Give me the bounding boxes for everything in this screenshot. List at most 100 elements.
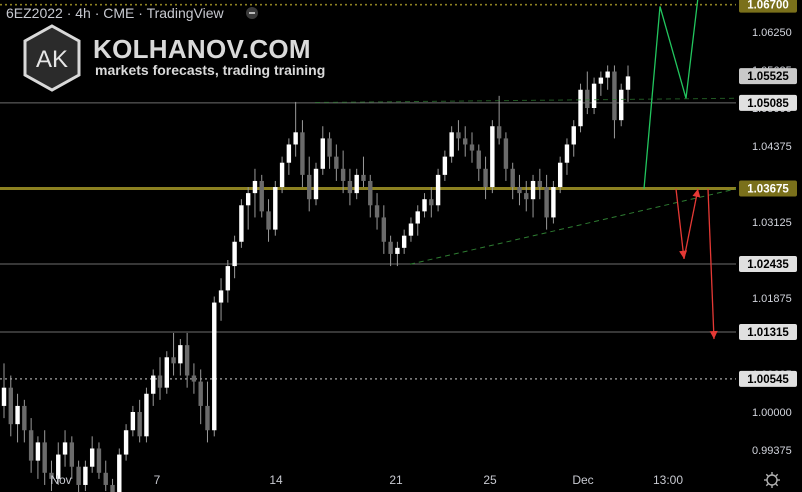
candle-body [347,180,353,194]
candle-body [442,156,448,175]
candle-body [205,405,210,431]
candle-body [449,132,454,157]
price-badge [739,68,797,85]
candle-body [429,199,434,206]
candle-body [578,89,583,127]
candle-body [388,241,393,254]
candle-body [456,132,461,139]
candle-body [117,454,122,492]
price-badge [739,94,797,111]
candle-body [8,387,13,425]
candle-body [49,472,54,479]
y-tick-label: 1.00000 [752,407,792,419]
candle-body [83,466,88,485]
candle-body [151,375,156,394]
candle-body [103,472,108,485]
candle-body [137,412,142,437]
candle-body [62,442,68,455]
candle-body [490,126,495,188]
candle-body [517,187,522,194]
x-axis: Nov 7 14 21 25 Dec 13:00 [50,473,683,487]
candle-body [286,144,292,163]
candle-body [164,357,169,388]
brand-tagline: markets forecasts, trading training [95,62,326,78]
x-tick-label: Dec [572,473,593,487]
candle-body [232,241,237,267]
y-tick-label: 1.06250 [752,27,792,39]
x-tick-label: Nov [50,473,71,487]
bearish-forecast-arrow-2 [683,188,699,259]
y-axis: 1.081251.075001.068751.062501.056251.050… [739,0,797,457]
price-badge [739,180,797,197]
candle-body [218,290,224,303]
candle-body [89,448,95,467]
x-tick-label: 14 [269,473,283,487]
x-tick-label: 21 [389,473,403,487]
candle-body [544,187,549,218]
candle-body [225,266,231,291]
candle-body [334,156,339,169]
candle-body [171,357,176,364]
candle-body [293,132,298,145]
candle-body [69,442,75,467]
candle-body [178,345,183,364]
rising-trendline [409,188,737,265]
price-badge-label: 1.00545 [747,374,789,386]
gear-icon[interactable] [764,472,780,488]
candle-body [123,430,129,455]
candle-body [1,387,7,406]
candle-body [42,442,47,473]
candle-body [401,235,407,248]
candle-body [96,448,102,473]
symbol-line: 6EZ2022 · 4h · CME · TradingView [6,5,224,21]
brand-name: KOLHANOV.COM [93,34,311,64]
price-badge-label: 1.01315 [747,327,789,339]
candle-body [605,71,610,78]
candle-body [300,132,305,175]
candles [1,65,631,492]
x-tick-label: 7 [154,473,161,487]
candle-body [415,211,420,224]
candle-body [551,187,556,218]
candle-body [157,375,163,388]
candle-body [307,174,312,200]
candle-body [361,174,366,181]
collapse-icon[interactable] [245,7,258,20]
candle-body [245,193,251,206]
candle-body [564,144,570,163]
candle-body [537,180,543,188]
price-badge [739,370,797,387]
candle-body [422,199,427,212]
candle-body [273,187,278,230]
y-tick-label: 1.04375 [752,141,792,153]
candle-body [110,484,115,492]
candle-body [524,193,529,200]
candle-body [76,466,81,485]
x-tick-label: 25 [483,473,497,487]
candle-body [368,180,373,206]
bearish-forecast-arrow-2-head [692,188,701,198]
y-tick-label: 0.99375 [752,445,792,457]
forecast-arrows [643,0,718,340]
candle-body [395,247,400,254]
candle-body [198,381,203,406]
price-badge [739,0,797,13]
candle-body [212,302,217,431]
candle-body [266,211,271,230]
candle-body [530,180,536,200]
candle-body [327,138,332,157]
price-badge-label: 1.05085 [747,98,789,110]
price-badge-label: 1.06700 [747,0,789,12]
candle-body [463,138,468,145]
candle-body [469,144,475,151]
candle-body [476,150,481,169]
x-tick-label: 13:00 [653,473,683,487]
y-tick-label: 1.03125 [752,217,792,229]
price-badge [739,324,797,341]
candle-body [435,174,441,206]
brand-logo: AK [23,24,81,92]
candle-body [15,405,20,425]
price-badge [739,255,797,272]
candle-body [598,77,604,84]
